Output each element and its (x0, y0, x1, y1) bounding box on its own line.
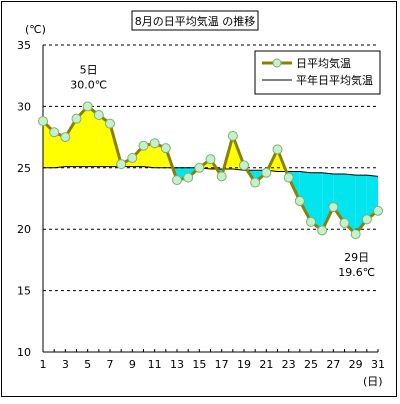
data-point-day-20 (250, 177, 261, 188)
above-normal-fill (98, 115, 110, 167)
data-point-day-4 (71, 113, 82, 124)
x-tick-label-31: 31 (371, 358, 385, 371)
data-point-day-2 (49, 127, 60, 138)
legend: 日平均気温 平年日平均気温 (254, 50, 381, 95)
labels-layer: 5日 30.0℃ 29日 19.6℃ (70, 63, 375, 279)
grid-lines (43, 44, 378, 292)
below-normal-fill (299, 171, 311, 222)
data-point-day-29 (350, 229, 361, 240)
data-point-day-15 (194, 162, 205, 173)
data-point-day-19 (239, 160, 249, 171)
above-normal-fill (87, 106, 99, 167)
x-tick-label-15: 15 (192, 358, 206, 371)
data-point-day-18 (227, 130, 238, 141)
legend-swatch-actual-marker (272, 58, 282, 68)
y-tick-label-10: 10 (17, 346, 31, 359)
data-point-day-9 (127, 152, 138, 163)
data-point-day-24 (294, 195, 305, 206)
data-point-day-11 (149, 138, 160, 149)
x-tick-label-17: 17 (215, 358, 229, 371)
data-point-day-28 (339, 218, 350, 229)
data-point-day-21 (261, 167, 272, 178)
data-point-day-30 (361, 214, 372, 225)
y-unit-label: (℃) (25, 23, 46, 36)
data-point-day-16 (205, 154, 216, 165)
data-point-day-22 (272, 144, 283, 155)
below-normal-fill (311, 172, 323, 231)
legend-label-actual: 日平均気温 (296, 56, 351, 70)
x-tick-label-19: 19 (237, 358, 251, 371)
data-point-day-1 (38, 116, 48, 127)
data-point-day-5 (82, 101, 93, 112)
legend-box (254, 50, 381, 95)
x-tick-label-3: 3 (62, 358, 69, 371)
chart-title: 8月の日平均気温 の推移 (131, 10, 259, 31)
x-tick-label-27: 27 (326, 358, 340, 371)
normal-temperature-line (43, 166, 379, 177)
data-point-day-17 (216, 171, 227, 182)
data-point-day-31 (373, 205, 383, 216)
annotation-day-5: 5日 (80, 63, 98, 76)
x-tick-label-13: 13 (170, 358, 184, 371)
x-tick-label-25: 25 (304, 358, 318, 371)
annotation-day-29: 29日 (344, 251, 369, 264)
y-tick-label-35: 35 (17, 39, 31, 52)
chart-frame (1, 1, 397, 397)
x-tick-label-7: 7 (107, 358, 114, 371)
data-point-day-25 (306, 216, 316, 227)
annotation-value-day-29: 19.6℃ (338, 266, 375, 279)
x-tick-label-11: 11 (148, 358, 162, 371)
data-point-day-23 (283, 172, 294, 183)
data-point-day-13 (172, 175, 182, 186)
data-point-day-12 (160, 143, 171, 154)
x-tick-label-21: 21 (259, 358, 273, 371)
title-text: 8月の日平均気温 の推移 (135, 14, 256, 28)
y-tick-label-25: 25 (17, 162, 31, 175)
annotation-value-day-5: 30.0℃ (70, 78, 107, 91)
data-point-day-6 (93, 109, 104, 120)
data-point-day-26 (317, 225, 328, 236)
y-tick-label-30: 30 (17, 100, 31, 113)
data-point-day-14 (183, 172, 194, 183)
data-point-day-3 (60, 132, 71, 143)
title-box (131, 10, 259, 31)
x-tick-label-9: 9 (129, 358, 136, 371)
y-tick-label-20: 20 (17, 223, 31, 236)
y-tick-label-15: 15 (17, 285, 31, 298)
legend-label-normal: 平年日平均気温 (296, 73, 373, 87)
series-layer (38, 101, 383, 240)
x-unit-label: (日) (363, 375, 383, 388)
x-tick-label-1: 1 (40, 358, 47, 371)
x-tick-label-23: 23 (282, 358, 296, 371)
data-point-day-27 (328, 202, 339, 213)
data-point-day-7 (105, 118, 115, 129)
data-point-day-8 (116, 159, 127, 170)
x-tick-label-5: 5 (84, 358, 91, 371)
below-normal-fill (322, 172, 334, 231)
x-tick-label-29: 29 (349, 358, 363, 371)
data-point-day-10 (138, 140, 149, 151)
above-normal-fill (65, 118, 77, 167)
